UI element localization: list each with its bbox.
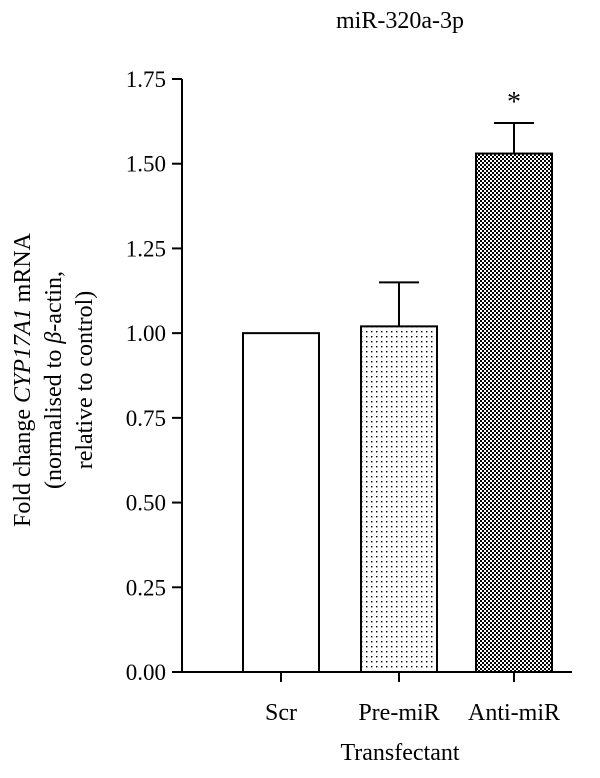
- significance-marker: *: [507, 87, 521, 118]
- bars: [242, 122, 553, 673]
- y-tick-label: 1.25: [126, 236, 166, 261]
- chart-title: miR-320a-3p: [336, 8, 464, 34]
- y-axis-label: Fold change CYP17A1 mRNA(normalised to β…: [10, 232, 98, 527]
- bar-scr: [242, 332, 320, 673]
- x-axis-label: Transfectant: [340, 740, 459, 766]
- y-tick-label: 0.25: [126, 575, 166, 600]
- y-axis-label-line: Fold change CYP17A1 mRNA: [10, 232, 36, 527]
- x-tick-label: Scr: [265, 700, 297, 726]
- x-tick-label: Anti-miR: [468, 700, 560, 726]
- y-axis-label-line: relative to control): [72, 291, 98, 470]
- y-axis-label-line: (normalised to β-actin,: [41, 271, 67, 489]
- bar-pre-mir: [360, 325, 438, 673]
- y-tick-label: 0.75: [126, 406, 166, 431]
- y-tick-label: 1.75: [126, 67, 166, 92]
- tick-labels: 0.00 0.25 0.50 0.75 1.00 1.25 1.50 1.75 Scr Pre-m…: [126, 67, 560, 726]
- y-tick-label: 1.00: [126, 321, 166, 346]
- y-tick-label: 1.50: [126, 152, 166, 177]
- y-tick-label: 0.50: [126, 491, 166, 516]
- y-tick-label: 0.00: [126, 660, 166, 685]
- bar-anti-mir: [475, 152, 553, 673]
- x-tick-label: Pre-miR: [358, 700, 439, 726]
